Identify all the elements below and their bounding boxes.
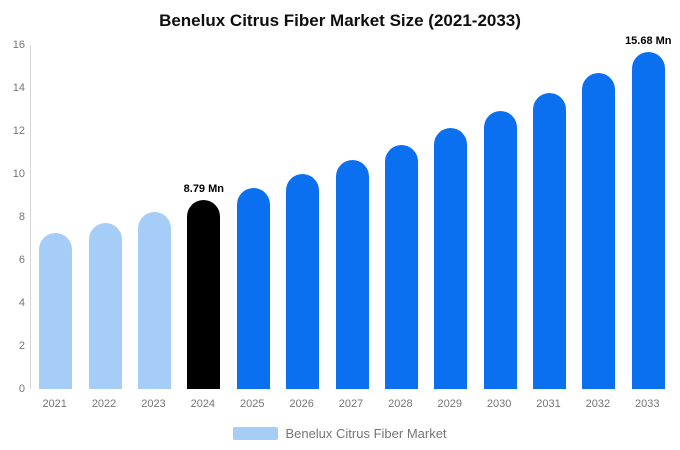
y-tick-label: 16 <box>12 39 25 51</box>
legend: Benelux Citrus Fiber Market <box>0 426 680 441</box>
x-tick-label-2026: 2026 <box>289 398 314 410</box>
bar-2024 <box>187 200 221 389</box>
bar-2021 <box>39 233 73 389</box>
plot-area: 8.79 Mn 15.68 Mn <box>30 35 672 389</box>
x-tick-label-2029: 2029 <box>437 398 462 410</box>
x-tick-label-2031: 2031 <box>536 398 561 410</box>
y-tick-label: 12 <box>12 125 25 137</box>
bar-2026 <box>286 174 320 389</box>
legend-swatch-icon <box>233 427 279 440</box>
bar-2031 <box>533 92 567 389</box>
y-tick-label: 4 <box>18 297 25 309</box>
chart-title: Benelux Citrus Fiber Market Size (2021-2… <box>159 11 521 30</box>
x-tick-label-2024: 2024 <box>190 398 216 410</box>
x-tick-label-2030: 2030 <box>486 398 512 410</box>
bar-2023 <box>137 211 171 389</box>
bar-2027 <box>335 159 369 389</box>
x-tick-label-2021: 2021 <box>42 398 67 410</box>
x-tick-label-2027: 2027 <box>338 398 364 410</box>
legend-label: Benelux Citrus Fiber Market <box>285 426 447 441</box>
y-tick-label: 10 <box>12 168 25 180</box>
data-label-2024: 8.79 Mn <box>183 183 224 196</box>
bar-2029 <box>434 128 468 389</box>
y-tick-label: 0 <box>18 383 25 395</box>
x-tick-label-2025: 2025 <box>239 398 265 410</box>
bar-2025 <box>236 187 270 389</box>
bar-2030 <box>483 111 517 389</box>
data-label-2033: 15.68 Mn <box>625 34 672 47</box>
y-tick-label: 8 <box>18 211 25 223</box>
bar-2032 <box>582 72 616 389</box>
x-tick-label-2023: 2023 <box>141 398 166 410</box>
x-tick-label-2022: 2022 <box>91 398 117 410</box>
x-tick-label-2028: 2028 <box>388 398 413 410</box>
x-tick-label-2032: 2032 <box>585 398 611 410</box>
bar-2028 <box>384 144 418 389</box>
bar-2033 <box>631 51 665 389</box>
y-tick-label: 14 <box>12 82 25 94</box>
bar-2022 <box>88 222 122 389</box>
y-tick-label: 2 <box>18 340 25 352</box>
x-tick-label-2033: 2033 <box>635 398 660 410</box>
y-tick-label: 6 <box>18 254 25 266</box>
